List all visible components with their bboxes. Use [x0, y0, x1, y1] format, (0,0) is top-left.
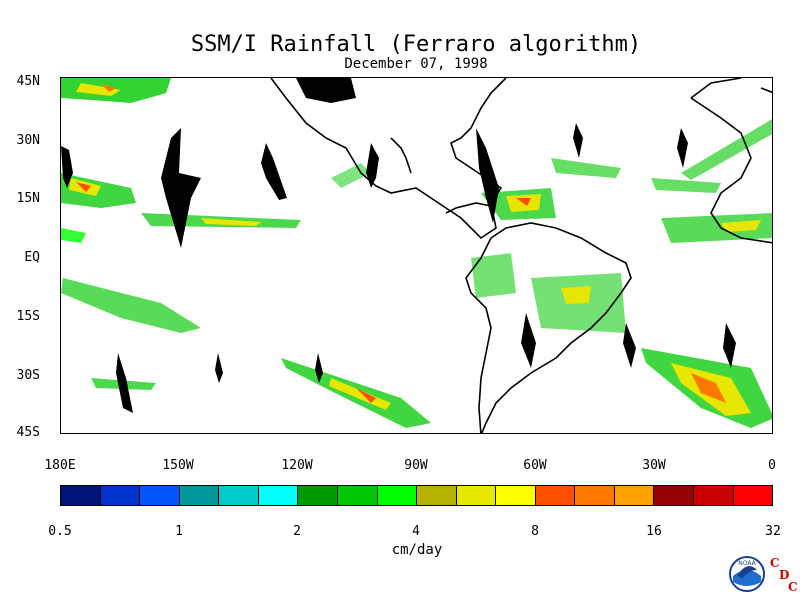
lat-label-30n: 30N — [16, 133, 40, 148]
colorbar-swatch — [61, 486, 101, 505]
colorbar-swatch — [456, 486, 497, 505]
colorbar-swatch — [179, 486, 220, 505]
lon-label-90w: 90W — [404, 458, 428, 473]
noaa-logo: NOAA — [729, 556, 765, 592]
missing-data-swaths — [61, 78, 736, 413]
lon-label-30w: 30W — [642, 458, 666, 473]
colorbar-tick-label: 8 — [531, 524, 539, 539]
colorbar-tick-label: 1 — [175, 524, 183, 539]
colorbar-swatch — [100, 486, 141, 505]
lat-label-eq: EQ — [24, 250, 40, 265]
colorbar-swatch — [377, 486, 418, 505]
colorbar-swatch — [575, 486, 615, 505]
rainfall-patches — [61, 78, 772, 428]
colorbar — [60, 485, 773, 506]
rainfall-map — [60, 77, 773, 434]
map-title: SSM/I Rainfall (Ferraro algorithm) — [190, 32, 642, 57]
cdc-logo: C D C — [770, 556, 800, 596]
lat-label-45s: 45S — [16, 425, 40, 440]
colorbar-swatch — [140, 486, 180, 505]
map-date: December 07, 1998 — [344, 56, 488, 72]
lon-label-0: 0 — [768, 458, 776, 473]
lon-label-60w: 60W — [523, 458, 547, 473]
colorbar-tick-label: 0.5 — [48, 524, 72, 539]
coastlines — [270, 78, 772, 433]
noaa-logo-text: NOAA — [738, 560, 756, 567]
colorbar-swatch — [496, 486, 536, 505]
colorbar-swatch — [614, 486, 655, 505]
colorbar-swatch — [258, 486, 299, 505]
colorbar-swatch — [733, 486, 773, 505]
lat-label-15n: 15N — [16, 191, 40, 206]
colorbar-tick-label: 16 — [646, 524, 662, 539]
colorbar-swatch — [535, 486, 576, 505]
colorbar-swatch — [654, 486, 694, 505]
lon-label-150w: 150W — [162, 458, 194, 473]
cdc-letter: C — [770, 556, 780, 570]
colorbar-unit: cm/day — [391, 542, 443, 558]
cdc-letter: C — [788, 580, 798, 594]
colorbar-swatch — [298, 486, 338, 505]
rainfall-map-svg — [61, 78, 772, 433]
colorbar-tick-label: 32 — [765, 524, 781, 539]
lon-label-120w: 120W — [281, 458, 313, 473]
lat-label-45n: 45N — [16, 74, 40, 89]
lat-label-30s: 30S — [16, 368, 40, 383]
colorbar-swatch — [337, 486, 378, 505]
colorbar-swatch — [694, 486, 734, 505]
colorbar-tick-label: 4 — [412, 524, 420, 539]
lon-label-180e: 180E — [44, 458, 76, 473]
colorbar-swatch — [417, 486, 457, 505]
cdc-letter: D — [779, 568, 790, 582]
colorbar-tick-label: 2 — [293, 524, 301, 539]
colorbar-swatch — [219, 486, 259, 505]
lat-label-15s: 15S — [16, 309, 40, 324]
